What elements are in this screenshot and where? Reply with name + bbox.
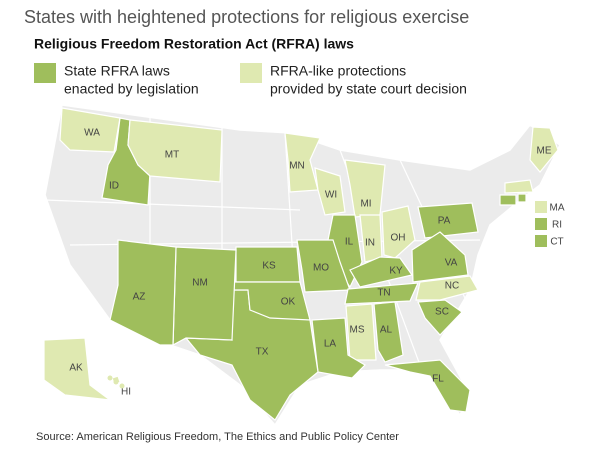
state-label: VA: [445, 258, 458, 269]
state-label: NM: [192, 278, 208, 289]
legend-label: RFRA-like protections: [270, 63, 406, 79]
island: [119, 383, 125, 389]
state: [127, 119, 223, 183]
island: [113, 379, 119, 385]
state-label: AL: [380, 325, 393, 336]
source-note: Source: American Religious Freedom, The …: [36, 431, 399, 443]
state: [411, 231, 469, 283]
state: [417, 202, 479, 239]
state-label: LA: [324, 339, 337, 350]
state: [314, 167, 346, 216]
state: [381, 205, 416, 259]
legend-label: provided by state court decision: [270, 81, 467, 97]
state-key-box: [535, 218, 547, 230]
state-label: PA: [438, 216, 451, 227]
state-label: IL: [345, 237, 354, 248]
state: [415, 275, 479, 301]
state-label: NC: [445, 281, 459, 292]
state-label: AK: [69, 363, 83, 374]
state-label: ID: [109, 181, 119, 192]
state: [517, 193, 527, 203]
state-label: MO: [313, 263, 329, 274]
state: [345, 303, 377, 361]
legend-label: enacted by legislation: [64, 81, 199, 97]
state-label: WA: [84, 128, 100, 139]
state-label: MA: [550, 203, 565, 214]
state-label: MT: [165, 150, 179, 161]
state-label: AZ: [133, 292, 146, 303]
state: [384, 359, 471, 413]
state-label: KY: [389, 266, 403, 277]
state: [109, 239, 177, 346]
state-label: MS: [350, 325, 365, 336]
state: [504, 179, 534, 194]
state-label: TX: [256, 347, 269, 358]
state-label: TN: [377, 288, 390, 299]
state: [344, 282, 419, 305]
state-key-box: [535, 235, 547, 247]
state: [43, 337, 113, 401]
state-label: CT: [550, 237, 563, 248]
state: [499, 194, 517, 206]
state: [373, 301, 404, 363]
state-label: KS: [262, 261, 276, 272]
state-label: HI: [121, 387, 131, 398]
state-label: OH: [391, 233, 406, 244]
legend-swatch: [240, 63, 262, 83]
state-label: ME: [537, 146, 552, 157]
state: [172, 246, 237, 347]
state-label: MN: [289, 161, 305, 172]
state-label: IN: [365, 238, 375, 249]
state-label: FL: [432, 374, 444, 385]
state-label: OK: [281, 297, 296, 308]
island: [107, 375, 113, 381]
title: States with heightened protections for r…: [24, 7, 469, 27]
state-label: MI: [360, 199, 371, 210]
state-label: WI: [325, 190, 337, 201]
legend-swatch: [34, 63, 56, 83]
subtitle: Religious Freedom Restoration Act (RFRA)…: [34, 36, 354, 52]
state-label: SC: [435, 307, 449, 318]
state: [349, 256, 414, 288]
state-key-box: [535, 201, 547, 213]
state: [529, 126, 559, 173]
state-label: RI: [552, 220, 562, 231]
state: [59, 107, 121, 153]
state: [417, 299, 463, 336]
legend-label: State RFRA laws: [64, 63, 170, 79]
